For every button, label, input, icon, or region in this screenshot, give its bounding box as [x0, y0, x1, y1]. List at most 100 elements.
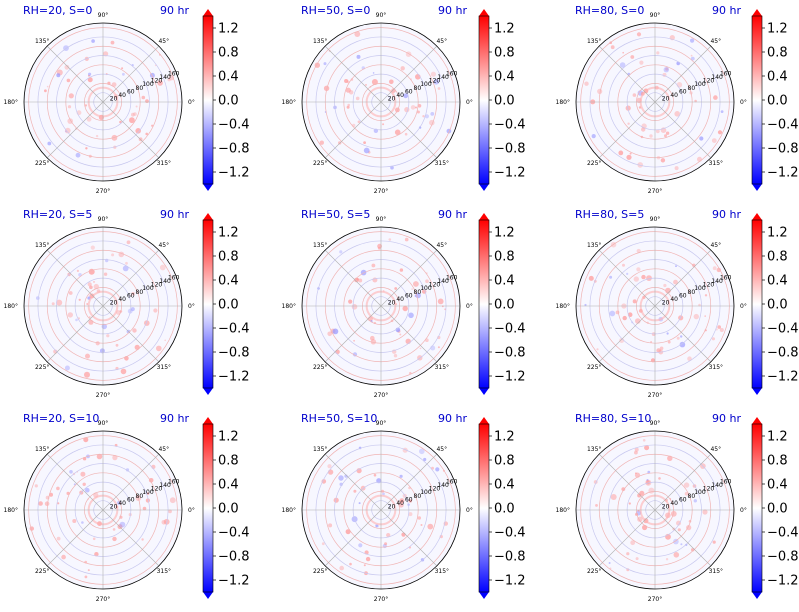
heatmap-cell [632, 299, 637, 304]
heatmap-cell [408, 312, 414, 319]
heatmap-cell [132, 328, 137, 333]
colorbar-tick-label: 0.4 [494, 274, 515, 289]
heatmap-cell [670, 510, 677, 517]
heatmap-cell [698, 303, 701, 307]
heatmap-cell [142, 506, 147, 511]
colorbar-tick-label: 0.8 [218, 250, 239, 265]
heatmap-cell [111, 82, 117, 87]
polar-spoke [102, 249, 160, 307]
heatmap-cell [634, 450, 638, 455]
heatmap-cell [131, 292, 135, 296]
heatmap-cell [413, 281, 419, 287]
heatmap-cell [365, 83, 367, 86]
heatmap-cell [112, 455, 118, 461]
radial-tick-label: 140 [437, 482, 449, 489]
heatmap-cell [85, 487, 90, 493]
heatmap-cell [64, 365, 70, 371]
angle-tick-label: 270° [96, 596, 110, 603]
heatmap-cell [712, 266, 717, 271]
heatmap-cell [68, 291, 73, 295]
heatmap-cell [85, 353, 90, 359]
angle-tick-label: 180° [4, 507, 18, 514]
radial-tick-label: 160 [446, 275, 458, 282]
heatmap-cell [711, 337, 716, 341]
angle-tick-label: 315° [435, 364, 449, 371]
heatmap-cell [56, 486, 60, 491]
angle-tick-label: 315° [435, 568, 449, 575]
polar-spoke [380, 249, 438, 307]
colorbar-body [752, 16, 762, 184]
heatmap-cell [349, 562, 352, 566]
radial-tick-label: 120 [703, 282, 715, 289]
heatmap-cell [95, 341, 100, 346]
polar-spoke [380, 45, 438, 103]
heatmap-cell [439, 535, 443, 539]
colorbar-tick-label: −0.4 [494, 526, 526, 541]
colorbar-tick-label: −1.2 [767, 370, 799, 385]
panel-time-label: 90 hr [160, 4, 189, 17]
polar-frame [23, 22, 183, 182]
panel-time-label: 90 hr [438, 208, 467, 221]
heatmap-cell [358, 278, 363, 283]
heatmap-cell [144, 320, 150, 326]
angle-tick-label: 90° [650, 12, 661, 19]
colorbar-tick-label: −0.4 [494, 322, 526, 337]
colorbar: 1.2 0.8 0.4 0.0 −0.4 −0.8 −1.2 [751, 213, 799, 395]
angle-tick-label: 45° [710, 446, 721, 453]
colorbar-tick-label: −0.4 [218, 322, 250, 337]
radial-tick-label: 80 [688, 493, 696, 500]
colorbar: 1.2 0.8 0.4 0.0 −0.4 −0.8 −1.2 [202, 213, 250, 395]
colorbar-tick-label: −0.4 [494, 118, 526, 133]
angle-tick-label: 90° [98, 216, 109, 223]
heatmap-cell [402, 305, 408, 312]
heatmap-cell [625, 105, 631, 111]
colorbar: 1.2 0.8 0.4 0.0 −0.4 −0.8 −1.2 [478, 213, 526, 395]
heatmap-cell [84, 371, 90, 378]
radial-tick-label: 40 [118, 500, 126, 507]
heatmap-cell [595, 504, 598, 507]
heatmap-cell [717, 325, 721, 329]
colorbar-extend-min [203, 184, 213, 191]
radial-tick-label: 40 [396, 296, 404, 303]
heatmap-cell [345, 87, 351, 93]
heatmap-cell [49, 492, 53, 497]
heatmap-cell [680, 335, 683, 338]
heatmap-cell [84, 575, 88, 579]
angle-tick-label: 0° [740, 507, 747, 514]
heatmap-cell [437, 298, 444, 305]
heatmap-cell [702, 509, 708, 515]
angle-tick-label: 135° [587, 38, 601, 45]
heatmap-cell [327, 464, 332, 469]
heatmap-cell [665, 558, 669, 561]
panel-time-label: 90 hr [160, 208, 189, 221]
radial-tick-label: 100 [694, 285, 706, 292]
heatmap-cell [156, 345, 162, 352]
heatmap-cell [704, 294, 708, 297]
colorbar: 1.2 0.8 0.4 0.0 −0.4 −0.8 −1.2 [751, 417, 799, 599]
heatmap-cell [93, 281, 95, 283]
heatmap-cell [56, 299, 63, 306]
colorbar-extend-max [479, 9, 489, 16]
heatmap-cell [319, 140, 324, 145]
colorbar-tick-label: 0.8 [218, 46, 239, 61]
colorbar-tick-label: −0.4 [218, 118, 250, 133]
heatmap-cell [351, 304, 358, 310]
heatmap-cell [168, 509, 172, 514]
heatmap-cell [405, 338, 411, 344]
heatmap-cell [44, 501, 50, 507]
polar-spoke [324, 453, 382, 511]
polar-frame [23, 430, 183, 590]
angle-tick-label: 225° [35, 364, 49, 371]
heatmap-cell [584, 81, 589, 86]
radial-tick-label: 100 [694, 489, 706, 496]
heatmap-cell [67, 312, 74, 318]
angle-tick-label: 135° [35, 38, 49, 45]
colorbar-tick-label: −1.2 [218, 166, 250, 181]
radial-tick-label: 140 [711, 278, 723, 285]
panel-title: RH=50, S=0 [301, 4, 370, 17]
polar-spoke [654, 249, 712, 307]
radial-tick-label: 160 [446, 479, 458, 486]
panel-time-label: 90 hr [712, 208, 741, 221]
heatmap-cell [401, 532, 406, 537]
